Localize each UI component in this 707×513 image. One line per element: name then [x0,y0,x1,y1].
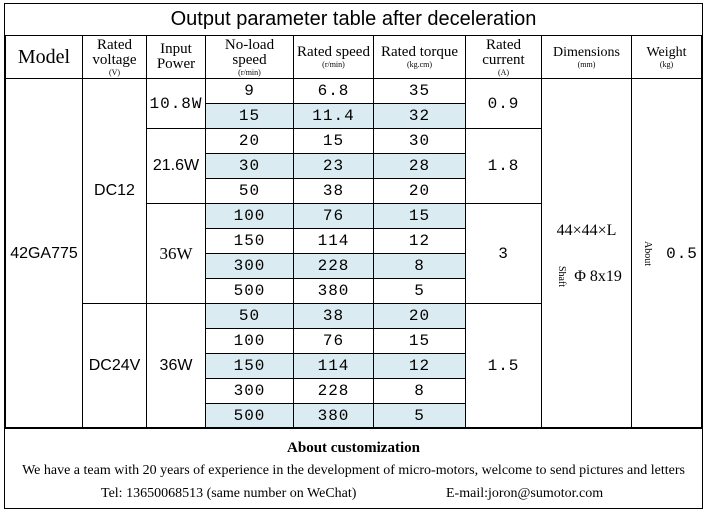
table-title: Output parameter table after deceleratio… [5,4,702,36]
rated-speed-cell: 11.4 [293,103,374,129]
footer-description: We have a team with 20 years of experien… [22,463,685,478]
footer-email: E-mail:joron@sumotor.com [446,486,604,501]
header-noload-speed: No-load speed (r/min) [205,35,294,79]
rated-speed-cell: 76 [293,203,374,229]
table-row: 30 23 28 [6,153,702,179]
weight-prefix: About [642,241,654,267]
rated-torque-cell: 8 [373,253,466,279]
footer-title: About customization [287,440,420,456]
noload-speed-cell: 150 [205,228,294,254]
rated-torque-cell: 5 [373,278,466,304]
header-rated-current: Rated current (A) [465,35,542,79]
noload-speed-cell: 100 [205,328,294,354]
header-rated-torque: Rated torque (kg.cm) [373,35,466,79]
rated-torque-cell: 20 [373,303,466,329]
table-row: 150 114 12 [6,228,702,254]
power-cell: 36W [146,303,206,429]
header-dimensions: Dimensions (mm) [541,35,632,79]
noload-speed-cell: 50 [205,178,294,204]
table-row: 42GA775 DC12 10.8W 9 6.8 35 0.9 44×44×L … [5,78,702,429]
table-row: 500 380 5 [6,278,702,304]
rated-torque-cell: 20 [373,178,466,204]
table-row: 15 11.4 32 [6,103,702,129]
shaft-size: Φ 8x19 [574,267,622,285]
noload-speed-cell: 15 [205,103,294,129]
weight-value: 0.5 [666,244,698,263]
table-row: 21.6W 20 15 30 1.8 [6,128,702,204]
rated-torque-cell: 5 [373,403,466,429]
rated-speed-cell: 228 [293,378,374,404]
voltage-cell: DC12 [82,78,147,304]
rated-torque-cell: 15 [373,328,466,354]
rated-torque-cell: 12 [373,353,466,379]
customization-footer: About customization We have a team with … [5,427,702,509]
parameter-table: Model Rated voltage (V) Input Power No-lo… [5,35,702,429]
rated-torque-cell: 12 [373,228,466,254]
noload-speed-cell: 500 [205,278,294,304]
rated-torque-cell: 35 [373,78,466,104]
voltage-cell: DC24V [82,303,147,429]
table-row: DC24V 36W 50 38 20 1.5 [6,303,702,429]
power-cell: 36W [146,203,206,304]
header-model: Model [5,35,83,79]
rated-speed-cell: 114 [293,353,374,379]
power-cell: 21.6W [146,128,206,204]
rated-torque-cell: 15 [373,203,466,229]
spec-sheet: Output parameter table after deceleratio… [4,3,703,509]
table-row: 36W 100 76 15 3 [6,203,702,304]
noload-speed-cell: 100 [205,203,294,229]
shaft-label: Shaft [556,266,568,288]
table-row: 500 380 5 [6,403,702,429]
rated-speed-cell: 38 [293,303,374,329]
current-cell: 1.8 [465,128,542,204]
header-rated-speed: Rated speed (r/min) [293,35,374,79]
weight-cell: About 0.5 [631,78,702,429]
rated-torque-cell: 30 [373,128,466,154]
rated-speed-cell: 6.8 [293,78,374,104]
header-row: Model Rated voltage (V) Input Power No-lo… [5,35,702,79]
rated-torque-cell: 32 [373,103,466,129]
header-weight: Weight (kg) [631,35,702,79]
rated-speed-cell: 23 [293,153,374,179]
dimensions-size: 44×44×L [556,221,617,239]
current-cell: 1.5 [465,303,542,429]
noload-speed-cell: 20 [205,128,294,154]
noload-speed-cell: 500 [205,403,294,429]
current-cell: 0.9 [465,78,542,129]
rated-speed-cell: 228 [293,253,374,279]
header-power: Input Power [146,35,206,79]
rated-speed-cell: 38 [293,178,374,204]
current-cell: 3 [465,203,542,304]
footer-phone: Tel: 13650068513 (same number on WeChat) [101,486,357,501]
noload-speed-cell: 30 [205,153,294,179]
noload-speed-cell: 150 [205,353,294,379]
rated-speed-cell: 380 [293,403,374,429]
noload-speed-cell: 300 [205,378,294,404]
table-row: 150 114 12 [6,353,702,379]
noload-speed-cell: 50 [205,303,294,329]
noload-speed-cell: 9 [205,78,294,104]
model-cell: 42GA775 [5,78,83,429]
power-cell: 10.8W [146,78,206,129]
rated-torque-cell: 28 [373,153,466,179]
rated-speed-cell: 380 [293,278,374,304]
noload-speed-cell: 300 [205,253,294,279]
rated-speed-cell: 15 [293,128,374,154]
dimensions-cell: 44×44×L Shaft Φ 8x19 [541,78,632,429]
header-voltage: Rated voltage (V) [82,35,147,79]
rated-speed-cell: 114 [293,228,374,254]
rated-torque-cell: 8 [373,378,466,404]
table-row: 300 228 8 [6,378,702,404]
rated-speed-cell: 76 [293,328,374,354]
table-row: 50 38 20 [6,178,702,204]
